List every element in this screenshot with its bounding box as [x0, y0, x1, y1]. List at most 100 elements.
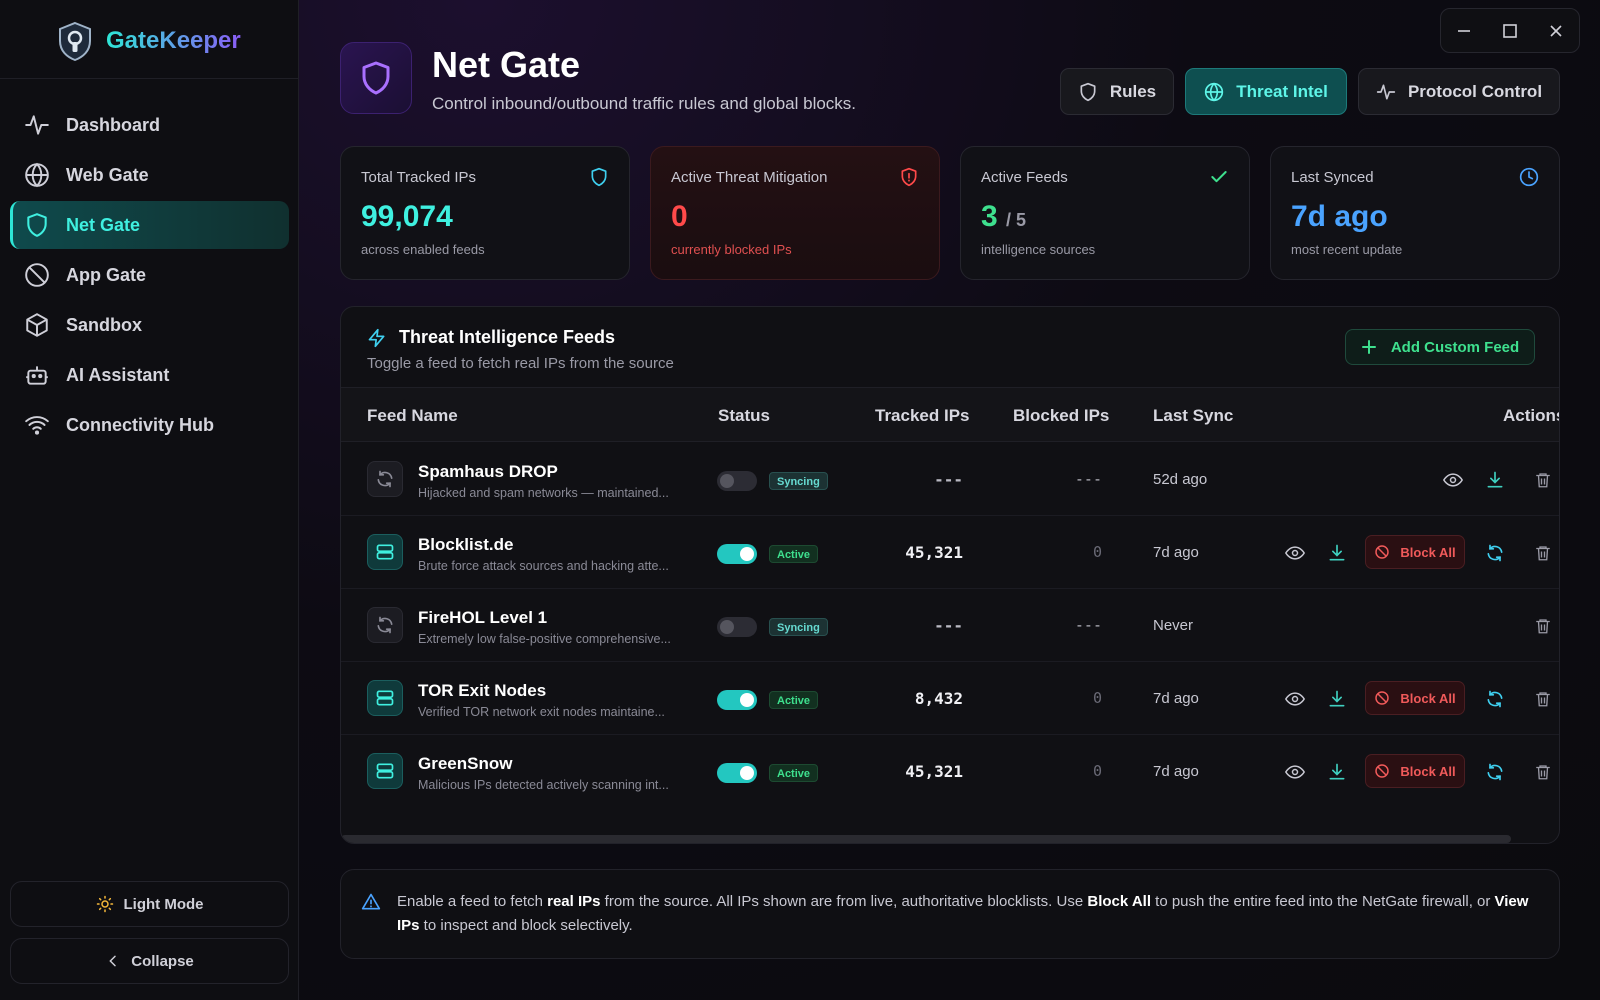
activity-icon — [1376, 84, 1396, 99]
sidebar-item-label: Net Gate — [66, 214, 141, 235]
download-button[interactable] — [1325, 760, 1349, 784]
delete-button[interactable] — [1531, 614, 1555, 638]
maximize-icon — [1503, 23, 1517, 38]
refresh-icon — [377, 470, 393, 488]
table-row: GreenSnow Malicious IPs detected activel… — [341, 736, 1559, 808]
sidebar-item-connectivity-hub[interactable]: Connectivity Hub — [10, 401, 289, 449]
info-text-4: to inspect and block selectively. — [419, 917, 633, 934]
globe-icon — [1205, 81, 1224, 102]
refresh-icon — [1487, 690, 1503, 708]
block-all-button[interactable]: Block All — [1365, 754, 1465, 788]
sidebar-item-web-gate[interactable]: Web Gate — [10, 151, 289, 199]
block-all-label: Block All — [1400, 690, 1456, 706]
last-sync: 7d ago — [1153, 690, 1199, 707]
sidebar-item-sandbox[interactable]: Sandbox — [10, 301, 289, 349]
download-icon — [1329, 763, 1345, 780]
feed-toggle[interactable] — [717, 690, 757, 710]
tab-threat-intel[interactable]: Threat Intel — [1185, 68, 1347, 115]
feed-toggle[interactable] — [717, 471, 757, 491]
feeds-title-text: Threat Intelligence Feeds — [399, 327, 616, 347]
add-custom-feed-button[interactable]: Add Custom Feed — [1345, 329, 1535, 365]
info-bold-block-all: Block All — [1087, 893, 1151, 910]
delete-button[interactable] — [1531, 541, 1555, 565]
download-icon — [1329, 690, 1345, 707]
refresh-icon — [1487, 763, 1503, 781]
sidebar-item-app-gate[interactable]: App Gate — [10, 251, 289, 299]
col-last-sync: Last Sync — [1153, 406, 1234, 425]
delete-button[interactable] — [1531, 687, 1555, 711]
minimize-icon — [1458, 29, 1470, 32]
trash-icon — [1536, 765, 1550, 780]
ban-icon — [1375, 691, 1390, 705]
stat-value: 7d ago — [1291, 200, 1388, 233]
col-status: Status — [718, 406, 770, 425]
close-icon — [1550, 24, 1562, 37]
collapse-button[interactable]: Collapse — [10, 938, 289, 984]
light-mode-label: Light Mode — [123, 895, 204, 913]
feed-toggle[interactable] — [717, 617, 757, 637]
bot-icon — [26, 366, 48, 385]
view-ips-button[interactable] — [1283, 687, 1307, 711]
feed-toggle[interactable] — [717, 544, 757, 564]
feed-icon — [367, 534, 403, 570]
block-all-label: Block All — [1400, 544, 1456, 560]
sync-button[interactable] — [1483, 760, 1507, 784]
status-badge: Syncing — [769, 618, 828, 636]
stat-card-active-feeds: Active Feeds 3 / 5 intelligence sources — [960, 146, 1250, 280]
plus-icon — [1361, 340, 1376, 354]
trash-icon — [1536, 473, 1550, 488]
info-bold-view-ips: View IPs — [397, 893, 1529, 934]
minimize-button[interactable] — [1444, 11, 1484, 51]
view-ips-button[interactable] — [1283, 760, 1307, 784]
sync-button[interactable] — [1483, 687, 1507, 711]
blocked-ips: 0 — [1092, 689, 1102, 707]
page-subtitle: Control inbound/outbound traffic rules a… — [432, 94, 857, 113]
activity-icon — [25, 115, 49, 135]
tab-protocol-control[interactable]: Protocol Control — [1358, 68, 1560, 115]
stat-value: 99,074 — [361, 200, 453, 233]
feed-icon — [367, 753, 403, 789]
zap-icon — [368, 328, 385, 347]
sync-button[interactable] — [1483, 541, 1507, 565]
tracked-ips: --- — [934, 616, 963, 635]
download-button[interactable] — [1325, 541, 1349, 565]
feed-desc: Verified TOR network exit nodes maintain… — [418, 705, 665, 719]
sidebar-divider — [0, 78, 299, 79]
sidebar-item-ai-assistant[interactable]: AI Assistant — [10, 351, 289, 399]
block-all-button[interactable]: Block All — [1365, 681, 1465, 715]
sidebar-item-label: Connectivity Hub — [66, 414, 215, 435]
sidebar: GateKeeper Dashboard Web Gate Net Gate A… — [0, 0, 299, 1000]
tab-rules[interactable]: Rules — [1060, 68, 1174, 115]
light-mode-button[interactable]: Light Mode — [10, 881, 289, 927]
feed-desc: Extremely low false-positive comprehensi… — [418, 632, 671, 646]
block-all-button[interactable]: Block All — [1365, 535, 1465, 569]
sidebar-item-net-gate[interactable]: Net Gate — [10, 201, 289, 249]
status-badge: Syncing — [769, 472, 828, 490]
blocked-ips: --- — [1074, 616, 1102, 634]
collapse-label: Collapse — [131, 952, 194, 970]
maximize-button[interactable] — [1490, 11, 1530, 51]
shield-icon — [591, 167, 607, 187]
delete-button[interactable] — [1531, 760, 1555, 784]
cube-icon — [26, 313, 48, 337]
horizontal-scrollbar[interactable] — [341, 835, 1511, 843]
view-ips-button[interactable] — [1283, 541, 1307, 565]
view-ips-button[interactable] — [1441, 468, 1465, 492]
close-button[interactable] — [1536, 11, 1576, 51]
sidebar-item-dashboard[interactable]: Dashboard — [10, 101, 289, 149]
server-icon — [376, 544, 394, 560]
globe-icon — [25, 162, 49, 188]
delete-button[interactable] — [1531, 468, 1555, 492]
feed-icon — [367, 680, 403, 716]
stat-value: 3 — [981, 200, 998, 233]
download-button[interactable] — [1325, 687, 1349, 711]
tab-label: Protocol Control — [1407, 81, 1543, 101]
download-button[interactable] — [1483, 468, 1507, 492]
feed-name: Blocklist.de — [418, 535, 514, 554]
col-feed-name: Feed Name — [367, 406, 458, 425]
table-row: Spamhaus DROP Hijacked and spam networks… — [341, 444, 1559, 516]
app-logo: GateKeeper — [56, 20, 241, 62]
stat-card-threat-mitigation: Active Threat Mitigation 0 currently blo… — [650, 146, 940, 280]
feed-toggle[interactable] — [717, 763, 757, 783]
